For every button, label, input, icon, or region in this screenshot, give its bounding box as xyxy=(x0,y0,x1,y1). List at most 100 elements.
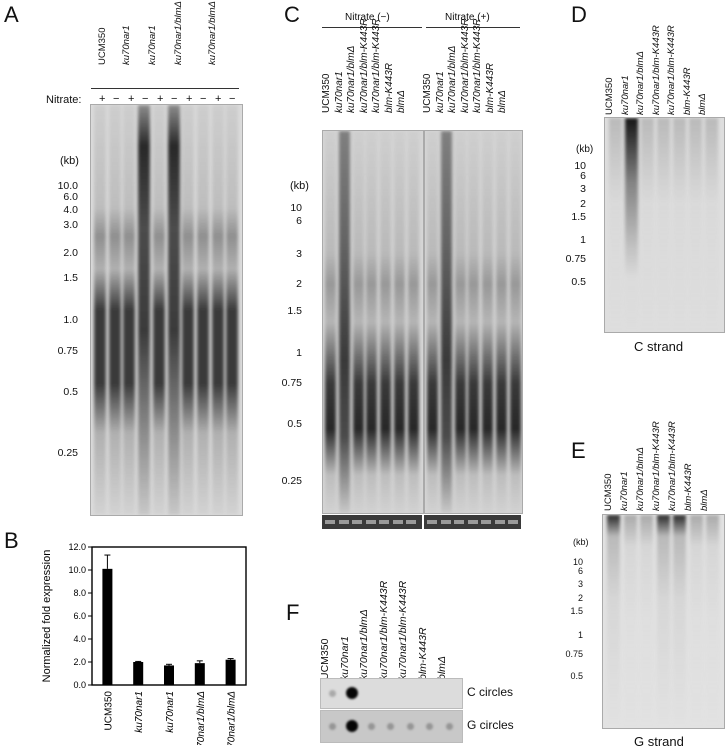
marker-label: 1.5 xyxy=(571,211,586,223)
lane-label: ku70nar1/blm-K443R xyxy=(650,25,662,115)
lane-label: blmΔ xyxy=(699,489,710,511)
blot-lane xyxy=(427,131,438,513)
bar xyxy=(194,663,205,685)
panel-f-letter: F xyxy=(286,600,300,625)
marker-label: 1 xyxy=(296,347,302,359)
panel-b-bar-chart: 0.0 2.0 4.0 6.0 8.0 10.0 12.0 Normalized fold e… xyxy=(41,542,247,745)
gel-band xyxy=(440,520,451,524)
gel-band xyxy=(338,520,349,524)
dot-blot-spot xyxy=(446,690,453,697)
dot-blot-spot xyxy=(367,722,375,730)
gel-band xyxy=(427,520,437,524)
lane-label: ku70nar1/blm-K443R xyxy=(459,18,471,114)
marker-label: 1.0 xyxy=(63,314,78,326)
blot-lane xyxy=(607,515,620,728)
marker-label: 10 xyxy=(572,557,583,567)
blot-lane xyxy=(196,105,209,515)
lane-label: blmΔ xyxy=(697,93,708,115)
dot-blot-spot xyxy=(426,690,433,697)
marker-label: 4.0 xyxy=(63,204,78,216)
marker-label: 3 xyxy=(577,579,583,589)
marker-label: 6 xyxy=(296,215,302,227)
blot-lane xyxy=(468,131,480,513)
gel-band xyxy=(454,520,464,524)
lane-label: blmΔ xyxy=(497,90,508,113)
dot-blot-spot xyxy=(426,722,433,730)
lane-label: UCM350 xyxy=(422,73,433,113)
blot-lane xyxy=(482,131,494,513)
c-strand-label: C strand xyxy=(634,339,684,354)
lane-label: ku70nar1/blm-K443R xyxy=(371,18,382,114)
marker-label: 6 xyxy=(577,566,583,576)
marker-label: 10 xyxy=(574,160,586,172)
bar xyxy=(133,662,144,685)
category-label: ku70nar1/blmΔ xyxy=(227,691,238,745)
category-label: ku70nar1 xyxy=(165,691,176,733)
lane-label: ku70nar1 xyxy=(619,75,631,115)
bar xyxy=(102,568,113,685)
blot-lane xyxy=(496,131,507,513)
y-axis-label: Normalized fold expression xyxy=(41,550,53,683)
blot-lane xyxy=(609,118,622,332)
nitrate-sign: − xyxy=(200,93,207,105)
nitrate-sign: + xyxy=(128,93,135,105)
category-label: ku70nar1 xyxy=(134,691,145,733)
nitrate-sign: − xyxy=(171,93,178,105)
panel-a-header-line xyxy=(91,88,239,89)
marker-label: 1.5 xyxy=(570,606,583,616)
marker-label: 0.25 xyxy=(281,475,302,487)
lane-label: blm-K443R xyxy=(383,62,395,113)
blot-lane xyxy=(211,105,224,515)
blot-lane xyxy=(673,118,686,332)
lane-label: UCM350 xyxy=(319,638,331,680)
nitrate-sign: − xyxy=(142,93,149,105)
panel-e-kb-label: (kb) xyxy=(573,537,589,547)
marker-label: 0.75 xyxy=(281,377,302,389)
blot-lane xyxy=(689,118,702,332)
dot-blot-spot xyxy=(368,690,375,697)
panel-c-kb-label: (kb) xyxy=(290,180,309,192)
y-tick-label: 4.0 xyxy=(73,634,86,644)
y-tick-label: 2.0 xyxy=(73,657,86,667)
lane-label: ku70nar1/blm-K443R xyxy=(397,580,409,680)
nitrate-label: Nitrate: xyxy=(46,94,82,106)
lane-label: blmΔ xyxy=(396,90,407,113)
blot-lane xyxy=(94,105,106,515)
lane-label: UCM350 xyxy=(321,73,332,113)
panel-a-lane-label: ku70nar1/blmΔ xyxy=(173,1,184,65)
blot-lane xyxy=(108,105,121,515)
gel-band xyxy=(379,520,389,524)
marker-label: 0.75 xyxy=(57,345,78,357)
nitrate-sign: + xyxy=(99,93,106,105)
nitrate-sign: + xyxy=(157,93,164,105)
marker-label: 0.5 xyxy=(570,671,583,681)
gel-band xyxy=(494,520,505,524)
blot-lane xyxy=(338,131,350,513)
blot-lane xyxy=(380,131,392,513)
nitrate-sign: + xyxy=(215,93,222,105)
panel-b-letter: B xyxy=(4,528,19,553)
marker-label: 10.0 xyxy=(57,180,78,192)
lane-label: ku70nar1 xyxy=(338,636,351,680)
gel-band xyxy=(352,520,362,524)
panel-e-blot xyxy=(602,514,725,729)
dot-blot-spot xyxy=(407,690,414,697)
y-tick-label: 6.0 xyxy=(73,611,86,621)
nitrate-sign: + xyxy=(186,93,193,105)
gel-band xyxy=(481,520,491,524)
blot-lane xyxy=(167,105,180,515)
gel-band xyxy=(392,520,403,524)
blot-lane xyxy=(352,131,364,513)
dot-blot-spot xyxy=(387,690,394,697)
blot-lane xyxy=(394,131,405,513)
panel-c-letter: C xyxy=(284,2,300,27)
nitrate-sign: − xyxy=(229,93,236,105)
marker-label: 0.5 xyxy=(287,418,302,430)
y-tick-label: 12.0 xyxy=(68,542,86,552)
dot-blot-spot xyxy=(406,722,414,730)
blot-lane xyxy=(182,105,195,515)
dot-blot-spot xyxy=(345,687,358,699)
panel-a-blot xyxy=(90,104,243,516)
blot-lane xyxy=(705,118,718,332)
blot-lane xyxy=(689,515,703,728)
